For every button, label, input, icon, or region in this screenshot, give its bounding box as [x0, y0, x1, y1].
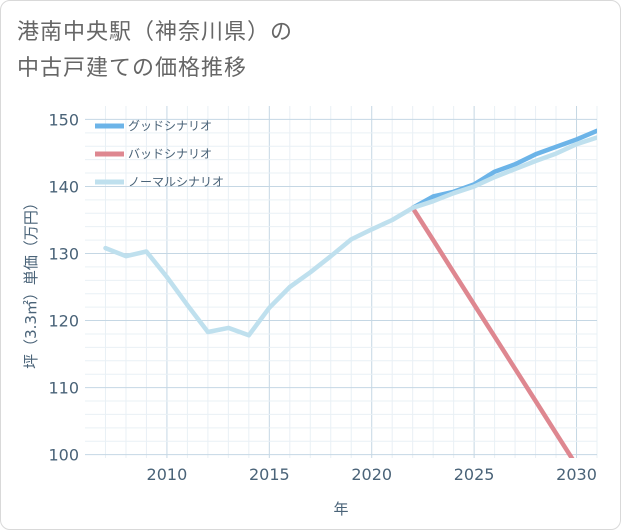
legend-label: グッドシナリオ [128, 119, 212, 133]
y-tick-label: 130 [48, 245, 79, 264]
x-tick-label: 2015 [249, 465, 290, 484]
legend-label: バッドシナリオ [128, 147, 212, 161]
y-axis-title: 坪（3.3㎡）単価（万円） [22, 195, 40, 369]
y-tick-label: 150 [48, 110, 79, 129]
x-tick-label: 2025 [454, 465, 495, 484]
chart-title: 港南中央駅（神奈川県）の 中古戸建ての価格推移 [17, 15, 293, 87]
x-axis-title: 年 [333, 500, 348, 518]
x-tick-label: 2030 [556, 465, 597, 484]
chart-title-line-2: 中古戸建ての価格推移 [17, 56, 248, 81]
y-tick-label: 120 [48, 312, 79, 331]
y-tick-label: 140 [48, 177, 79, 196]
y-tick-label: 110 [48, 379, 79, 398]
x-tick-label: 2020 [351, 465, 392, 484]
axis-ticks: 100 110 120 130 140 150 2010 2015 2020 2025 2030 [48, 110, 596, 484]
series-line-1 [410, 128, 597, 211]
legend-label: ノーマルシナリオ [128, 175, 224, 189]
chart-title-line-1: 港南中央駅（神奈川県）の [17, 20, 294, 45]
series-line-2 [410, 205, 575, 458]
grid [85, 106, 598, 458]
series-line-3 [103, 135, 597, 338]
x-tick-label: 2010 [147, 465, 188, 484]
series-lines [103, 128, 597, 458]
y-tick-label: 100 [48, 446, 79, 465]
